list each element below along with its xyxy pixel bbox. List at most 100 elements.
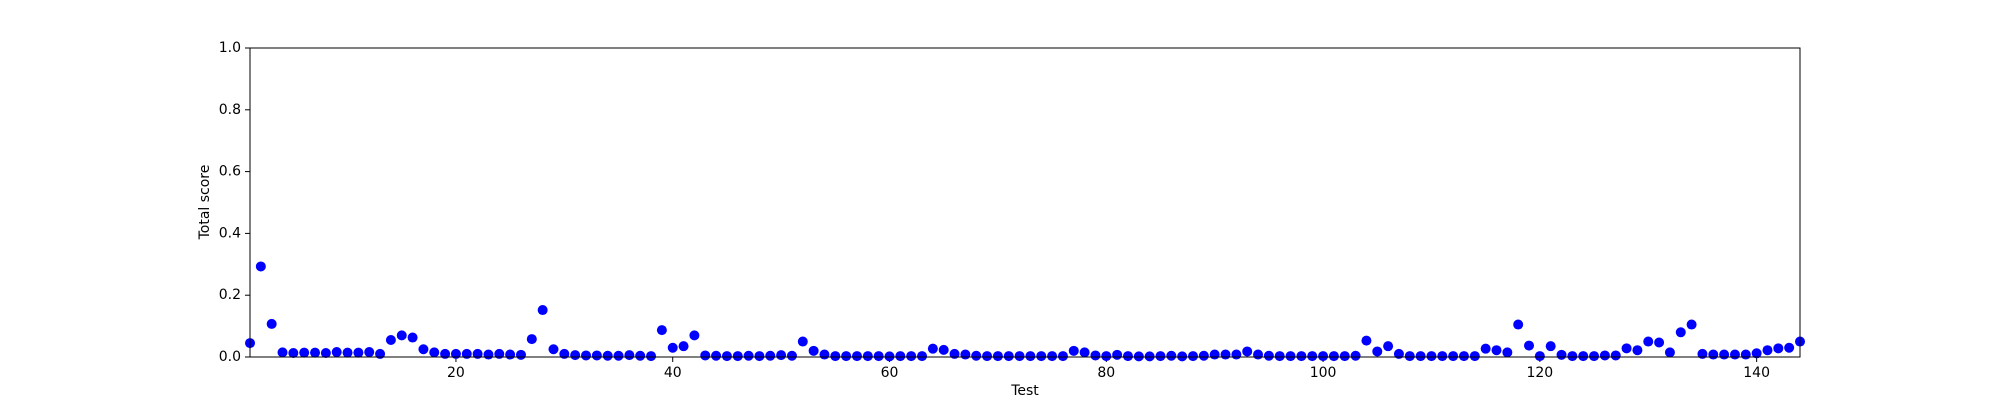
point xyxy=(635,350,646,361)
point xyxy=(797,336,808,347)
point xyxy=(429,347,440,358)
point xyxy=(1220,349,1231,360)
point xyxy=(299,347,310,358)
point xyxy=(656,325,667,336)
point xyxy=(1556,349,1567,360)
point xyxy=(862,351,873,362)
point xyxy=(1610,350,1621,361)
point xyxy=(678,341,689,352)
point xyxy=(505,349,516,360)
point xyxy=(1350,350,1361,361)
x-tick-label: 140 xyxy=(1743,365,1770,381)
point xyxy=(1545,341,1556,352)
point xyxy=(700,350,711,361)
point xyxy=(1708,349,1719,360)
point xyxy=(819,349,830,360)
point xyxy=(320,347,331,358)
x-tick-label: 80 xyxy=(1097,365,1115,381)
point xyxy=(743,350,754,361)
point xyxy=(1480,343,1491,354)
point xyxy=(375,348,386,359)
point xyxy=(385,335,396,346)
point xyxy=(1491,345,1502,356)
point xyxy=(418,344,429,355)
point xyxy=(646,351,657,362)
point xyxy=(1751,348,1762,359)
point xyxy=(1068,345,1079,356)
point xyxy=(1697,348,1708,359)
point xyxy=(1122,351,1133,362)
point xyxy=(1426,351,1437,362)
x-tick-label: 100 xyxy=(1310,365,1337,381)
point xyxy=(1621,343,1632,354)
plot-frame xyxy=(249,47,1801,358)
point xyxy=(255,261,266,272)
point xyxy=(1188,351,1199,362)
point xyxy=(483,349,494,360)
point xyxy=(1090,350,1101,361)
point xyxy=(581,350,592,361)
point xyxy=(526,334,537,345)
point xyxy=(461,348,472,359)
point xyxy=(1361,335,1372,346)
point xyxy=(711,350,722,361)
point xyxy=(548,344,559,355)
x-tick-label: 120 xyxy=(1526,365,1553,381)
point xyxy=(1729,349,1740,360)
y-tick-label: 0.4 xyxy=(219,225,241,241)
point xyxy=(851,351,862,362)
point xyxy=(1079,347,1090,358)
point xyxy=(440,348,451,359)
point xyxy=(1318,351,1329,362)
point xyxy=(1469,351,1480,362)
point xyxy=(613,350,624,361)
point xyxy=(1209,349,1220,360)
point xyxy=(266,318,277,329)
point xyxy=(277,347,288,358)
point xyxy=(667,342,678,353)
point xyxy=(1025,351,1036,362)
y-tick-label: 0.0 xyxy=(219,349,241,365)
x-tick-label: 40 xyxy=(664,365,682,381)
point xyxy=(721,351,732,362)
point xyxy=(1578,351,1589,362)
point xyxy=(1003,351,1014,362)
point xyxy=(1654,337,1665,348)
point xyxy=(1458,351,1469,362)
point xyxy=(1513,319,1524,330)
point xyxy=(776,350,787,361)
point xyxy=(1101,351,1112,362)
point xyxy=(1437,351,1448,362)
point xyxy=(949,348,960,359)
point xyxy=(1415,351,1426,362)
point xyxy=(591,350,602,361)
point xyxy=(1502,347,1513,358)
y-tick-label: 0.6 xyxy=(219,164,241,180)
point xyxy=(1242,346,1253,357)
point xyxy=(1231,349,1242,360)
point xyxy=(450,348,461,359)
point xyxy=(364,347,375,358)
point xyxy=(1144,351,1155,362)
point xyxy=(982,351,993,362)
point xyxy=(927,343,938,354)
point xyxy=(1047,351,1058,362)
point xyxy=(1328,351,1339,362)
point xyxy=(515,349,526,360)
point xyxy=(1448,351,1459,362)
point xyxy=(1762,345,1773,356)
point xyxy=(960,349,971,360)
point xyxy=(895,351,906,362)
point xyxy=(602,350,613,361)
point xyxy=(1133,351,1144,362)
point xyxy=(830,351,841,362)
point xyxy=(1675,327,1686,338)
point xyxy=(1632,345,1643,356)
point xyxy=(1036,351,1047,362)
point xyxy=(971,350,982,361)
point xyxy=(1404,351,1415,362)
point xyxy=(786,350,797,361)
point xyxy=(1296,351,1307,362)
point xyxy=(873,351,884,362)
